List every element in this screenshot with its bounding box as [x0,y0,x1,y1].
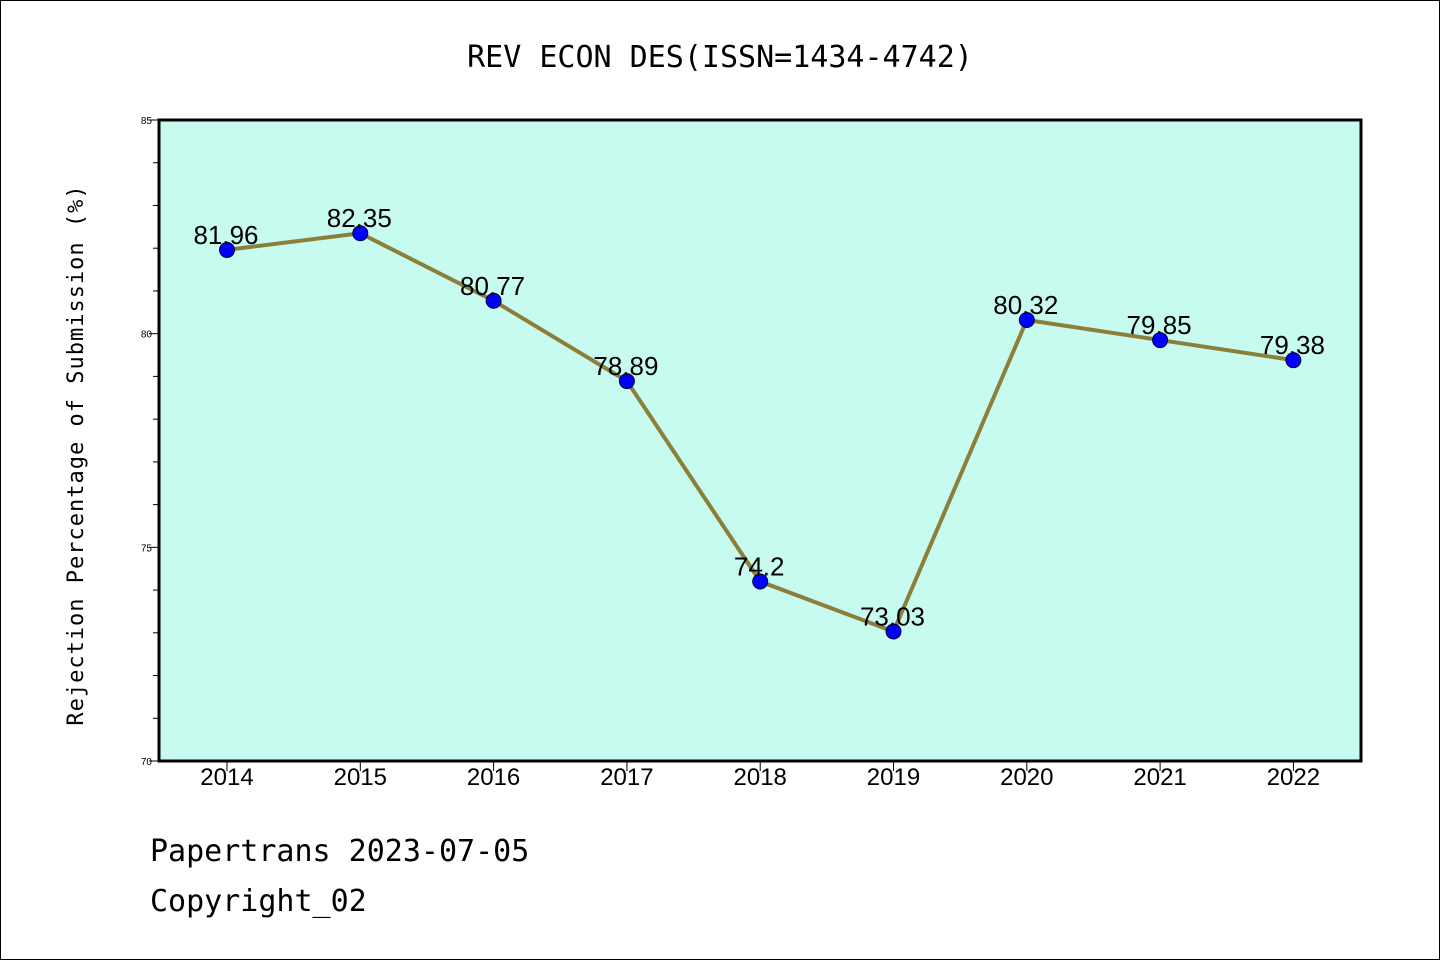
data-point [485,292,502,309]
data-point [219,241,235,258]
data-point [1018,311,1035,328]
data-point [885,623,902,640]
x-tick-label: 2017 [600,764,653,791]
data-point [618,373,635,390]
data-label: 80.77 [460,271,525,301]
y-axis: 70 75 80 85 [141,116,159,768]
x-tick-label: 2021 [1133,764,1186,791]
data-point [752,573,769,590]
x-tick-label: 2022 [1267,764,1320,791]
footer-copyright: Copyright_02 [150,884,367,919]
x-axis: 2014 2015 2016 2017 2018 2019 2020 2021 2022 [200,761,1320,791]
chart-title: REV ECON DES(ISSN=1434-4742) [467,40,973,75]
data-label: 80.32 [993,290,1058,320]
data-point [352,225,369,242]
y-tick-label: 70 [141,757,153,768]
y-axis-label: Rejection Percentage of Submission (%) [64,184,89,725]
footer-date: Papertrans 2023-07-05 [150,834,530,869]
x-tick-label: 2015 [334,764,387,791]
data-point [1285,352,1302,369]
data-label: 74.2 [734,552,785,582]
data-label: 79.85 [1127,310,1192,340]
data-point [1152,332,1169,349]
data-label: 79.38 [1260,330,1325,360]
series-group: 81.96 82.35 80.77 78.89 74.2 73.03 80.32 79.85 7… [193,203,1325,640]
x-tick-label: 2020 [1000,764,1053,791]
y-tick-label: 85 [141,116,153,127]
data-label: 81.96 [193,220,258,250]
data-label: 78.89 [593,351,658,381]
data-label: 82.35 [327,203,392,233]
x-tick-label: 2019 [867,764,920,791]
y-tick-label: 75 [141,543,153,554]
data-label: 73.03 [860,602,925,632]
x-tick-label: 2018 [734,764,787,791]
y-tick-label: 80 [141,330,153,341]
x-tick-label: 2016 [467,764,520,791]
x-tick-label: 2014 [200,764,253,791]
